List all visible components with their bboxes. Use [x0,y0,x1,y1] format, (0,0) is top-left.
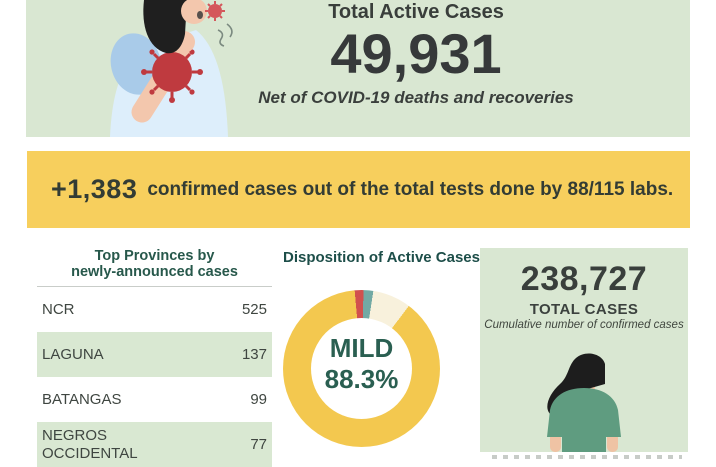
province-name: NCR [42,300,75,318]
coughing-person-illustration [110,0,233,137]
total-cases-card: 238,727 TOTAL CASES Cumulative number of… [480,248,688,452]
hero-subtitle: Net of COVID-19 deaths and recoveries [258,88,574,107]
total-cases-label: TOTAL CASES [529,301,639,318]
small-virus-icon [205,1,225,21]
provinces-header-line1: Top Provinces by [94,248,215,264]
top-provinces-table: Top Provinces by newly-announced cases N… [37,248,272,467]
province-name: NEGROS OCCIDENTAL [42,426,138,462]
donut-center-label: MILD [329,332,394,363]
total-active-cases-panel: Total Active Cases 49,931 Net of COVID-1… [26,0,690,137]
cough-lines-icon [217,23,233,47]
table-row: BATANGAS 99 [37,377,272,422]
total-active-cases-value: 49,931 [330,22,502,85]
disposition-donut-chart: MILD 88.3% [283,290,440,447]
provinces-header-line2: newly-announced cases [71,264,238,280]
new-cases-banner: +1,383 confirmed cases out of the total … [27,151,690,228]
province-value: 77 [250,435,267,453]
table-row: NCR 525 [37,287,272,332]
header-divider [37,286,272,287]
new-cases-count: +1,383 [51,174,138,204]
total-cases-sublabel: Cumulative number of confirmed cases [484,319,684,331]
province-value: 525 [241,300,267,318]
hero-title: Total Active Cases [328,1,504,23]
donut-center-value: 88.3% [324,363,399,394]
donut-hole [311,318,412,419]
cutoff-caption [492,455,682,459]
province-value: 99 [250,390,267,408]
total-cases-value: 238,727 [520,260,648,298]
province-name: BATANGAS [42,390,122,408]
donut-center-text: MILD 88.3% [283,285,440,442]
table-row: NEGROS OCCIDENTAL 77 [37,422,272,467]
table-row: LAGUNA 137 [37,332,272,377]
province-name: LAGUNA [42,345,104,363]
province-value: 137 [241,345,267,363]
donut-title: Disposition of Active Cases [283,249,480,266]
new-cases-text: confirmed cases out of the total tests d… [147,178,674,200]
person-back-illustration [547,353,621,452]
provinces-header: Top Provinces by newly-announced cases [37,248,272,280]
